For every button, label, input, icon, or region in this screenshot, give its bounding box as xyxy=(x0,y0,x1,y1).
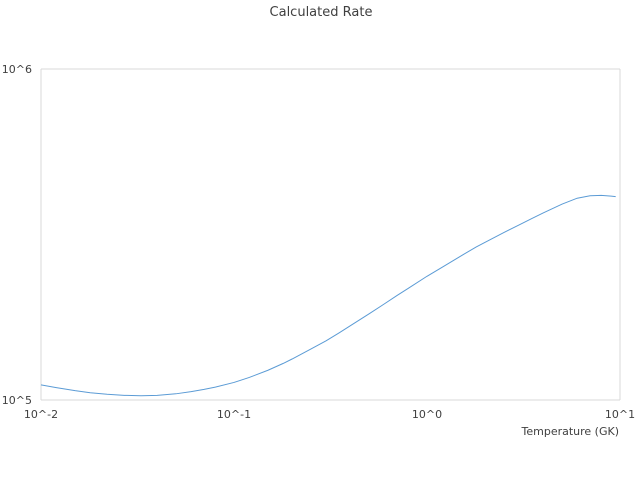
y-tick-label: 10^6 xyxy=(2,63,32,76)
y-tick-label: 10^5 xyxy=(2,394,32,407)
grid-lines xyxy=(40,68,621,401)
x-tick-label: 10^-1 xyxy=(217,408,251,421)
chart-title: Calculated Rate xyxy=(270,5,373,20)
x-tick-label: 10^0 xyxy=(412,408,442,421)
x-axis-label: Temperature (GK) xyxy=(521,425,620,438)
x-tick-label: 10^1 xyxy=(605,408,635,421)
x-axis-tick-labels: 10^-2 10^-1 10^0 10^1 xyxy=(24,408,635,421)
x-tick-label: 10^-2 xyxy=(24,408,58,421)
y-axis-tick-labels: 10^5 10^6 xyxy=(2,63,32,407)
series-line xyxy=(40,194,616,397)
